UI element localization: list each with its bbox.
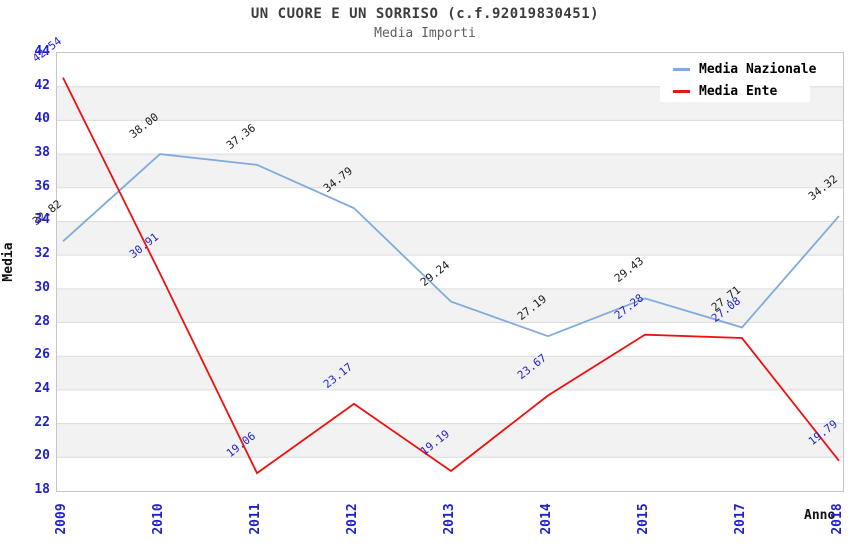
- series-swatch-media-ente: [673, 89, 690, 93]
- legend-label: Media Nazionale: [699, 61, 817, 77]
- y-tick-label: 26: [34, 347, 50, 363]
- x-tick-label: 2010: [151, 503, 166, 535]
- grid-band: [57, 187, 843, 222]
- chart-subtitle: Media Importi: [374, 26, 476, 41]
- chart-title: UN CUORE E UN SORRISO (c.f.92019830451): [250, 6, 600, 22]
- series-swatch-media-nazionale: [673, 67, 690, 71]
- grid-band: [57, 221, 843, 256]
- x-tick-label: 2013: [442, 503, 457, 535]
- y-tick-label: 38: [34, 145, 50, 161]
- series-line-media-ente: [62, 77, 840, 475]
- x-tick-label: 2017: [733, 503, 748, 535]
- y-tick-label: 30: [34, 279, 50, 295]
- grid-band: [57, 120, 843, 155]
- grid-band: [57, 457, 843, 491]
- legend: Media Nazionale Media Ente: [660, 54, 816, 102]
- x-tick-label: 2011: [248, 503, 263, 535]
- y-tick-label: 18: [34, 482, 50, 497]
- series-line-media-nazionale: [62, 153, 840, 338]
- plot-area: 32.82 38.00 37.36 34.79 29.24 27.19 29.43 27.71…: [30, 34, 844, 492]
- y-tick-label: 44: [34, 44, 50, 59]
- legend-item-media-ente: Media Ente: [660, 80, 810, 102]
- y-tick-label: 40: [34, 111, 50, 127]
- legend-label: Media Ente: [699, 83, 778, 99]
- x-tick-label: 2012: [345, 503, 360, 535]
- y-tick-label: 36: [34, 178, 50, 194]
- y-tick-label: 34: [34, 212, 50, 228]
- grid-band: [57, 423, 843, 458]
- y-tick-label: 42: [34, 77, 50, 93]
- x-tick-label: 2018: [830, 503, 845, 535]
- x-tick-label: 2009: [54, 503, 69, 535]
- y-tick-label: 22: [34, 414, 50, 430]
- x-tick-label: 2015: [636, 503, 651, 535]
- legend-item-media-nazionale: Media Nazionale: [660, 58, 816, 80]
- grid-band: [57, 389, 843, 424]
- x-tick-label: 2014: [539, 503, 554, 535]
- grid-band: [57, 288, 843, 323]
- y-tick-label: 20: [34, 448, 50, 464]
- x-axis-title: Anno: [804, 508, 836, 523]
- grid-band: [57, 356, 843, 390]
- grid-band: [57, 154, 843, 188]
- grid-band: [57, 322, 843, 357]
- y-tick-label: 24: [34, 380, 50, 396]
- y-tick-label: 28: [34, 313, 50, 329]
- y-tick-label: 32: [34, 246, 50, 262]
- grid-band: [57, 255, 843, 289]
- plot-canvas: [57, 53, 843, 491]
